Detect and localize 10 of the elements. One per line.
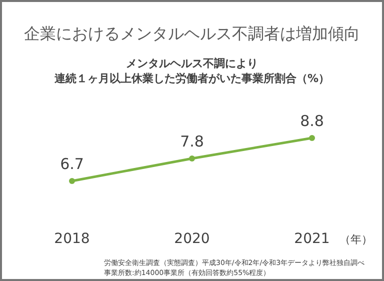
x-tick-label: 2021 — [294, 231, 330, 247]
data-label: 8.8 — [300, 112, 324, 130]
data-label: 7.8 — [180, 132, 204, 150]
text: 連続１ヶ月以上休業した労働者がいた事業所割合（%） — [54, 72, 330, 85]
chart-title: 企業におけるメンタルヘルス不調者は増加傾向 — [24, 24, 360, 43]
text: メンタルヘルス不調により — [126, 57, 258, 70]
x-tick-label: 2020 — [174, 231, 210, 247]
x-axis-title: （年） — [340, 233, 372, 246]
data-label: 6.7 — [60, 155, 84, 173]
x-tick-label: 2018 — [54, 231, 90, 247]
